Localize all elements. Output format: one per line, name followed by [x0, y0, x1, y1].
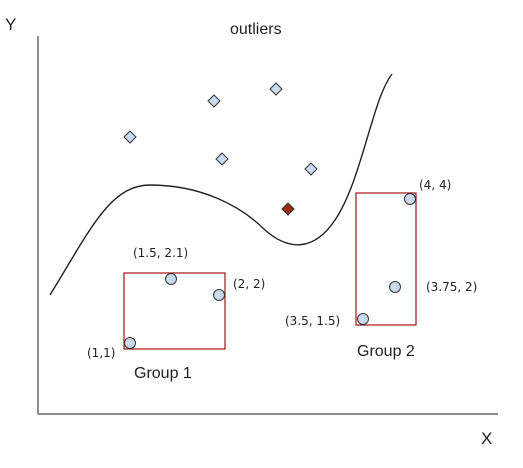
group-1-point [213, 289, 225, 301]
group-1-point-label: (1.5, 2.1) [133, 246, 188, 260]
group-2: (4, 4) (3.75, 2) (3.5, 1.5) Group 2 [285, 178, 477, 360]
outlier-point [304, 162, 318, 176]
group-2-box [355, 192, 417, 326]
separating-curve [49, 73, 393, 296]
group-1-label: Group 1 [134, 365, 192, 382]
highlighted-outlier-point [281, 202, 295, 216]
group-2-point-label: (3.5, 1.5) [285, 314, 340, 328]
group-1-point [165, 273, 177, 285]
group-1-point-label: (2, 2) [233, 277, 265, 291]
outlier-point [207, 94, 221, 108]
group-2-point-label: (3.75, 2) [426, 280, 477, 294]
outliers-title: outliers [230, 21, 282, 38]
y-axis-label: Y [5, 15, 16, 34]
group-2-point [357, 313, 369, 325]
group-1-box [123, 272, 226, 350]
group-1-point-label: (1,1) [87, 346, 115, 360]
group-2-point [404, 193, 416, 205]
group-1-point [124, 337, 136, 349]
group-2-point-label: (4, 4) [419, 178, 451, 192]
outlier-point [215, 152, 229, 166]
outlier-point [269, 82, 283, 96]
group-2-label: Group 2 [357, 343, 415, 360]
outlier-point [123, 130, 137, 144]
x-axis-label: X [481, 429, 492, 448]
outlier-points [123, 82, 318, 216]
group-2-point [389, 281, 401, 293]
group-1: (1,1) (1.5, 2.1) (2, 2) Group 1 [87, 246, 265, 382]
